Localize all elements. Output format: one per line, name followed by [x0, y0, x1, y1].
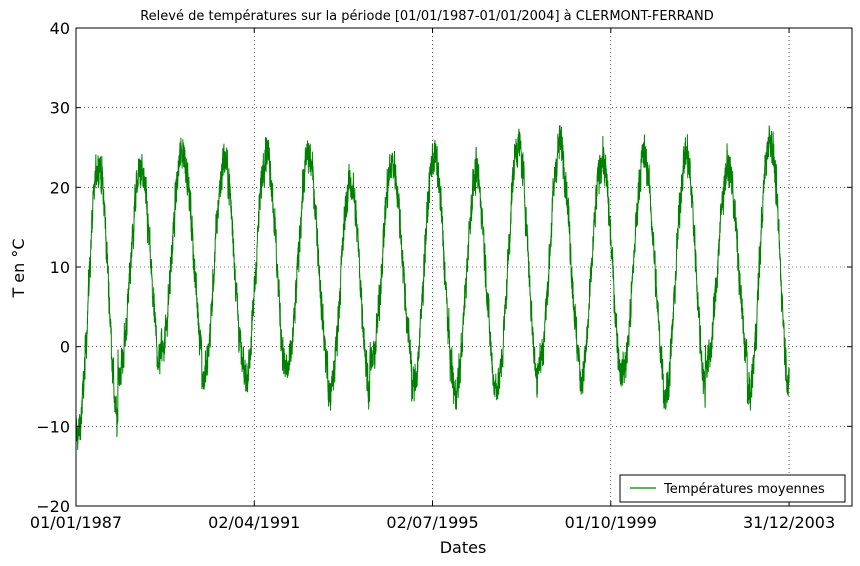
series-layer — [75, 125, 790, 450]
legend-label: Températures moyennes — [663, 482, 825, 497]
y-tick-label: 0 — [60, 338, 70, 357]
y-tick-label: −10 — [36, 417, 70, 436]
chart-title: Relevé de températures sur la période [0… — [140, 9, 714, 24]
x-tick-label: 01/01/1987 — [30, 513, 122, 532]
series-line-temperatures-moyennes — [75, 125, 790, 450]
y-tick-label: 10 — [50, 258, 70, 277]
y-tick-label: 30 — [50, 99, 70, 118]
legend-box — [619, 474, 846, 503]
y-axis-label: T en °C — [9, 238, 28, 298]
axis-ticks: 01/01/1987 02/04/1991 02/07/1995 01/10/1999… — [30, 19, 852, 532]
x-tick-label: 31/12/2003 — [743, 513, 835, 532]
x-tick-label: 02/07/1995 — [386, 513, 478, 532]
y-tick-label: 20 — [50, 178, 70, 197]
x-tick-label: 02/04/1991 — [208, 513, 300, 532]
legend: Températures moyennes — [619, 474, 846, 503]
x-axis-label: Dates — [440, 538, 487, 557]
y-tick-label: 40 — [50, 19, 70, 38]
y-tick-label: −20 — [36, 497, 70, 516]
grid-lines — [75, 28, 852, 506]
x-tick-label: 01/10/1999 — [565, 513, 657, 532]
